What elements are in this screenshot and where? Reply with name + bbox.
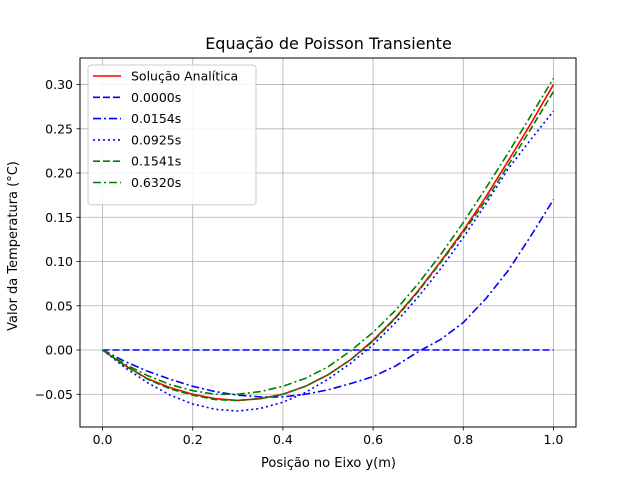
series-lines (102, 77, 555, 412)
x-tick-label: 0.4 (273, 432, 293, 447)
x-tick-label: 0.6 (363, 432, 383, 447)
y-tick-label: 0.20 (45, 166, 73, 181)
legend-label-5: 0.6320s (131, 175, 181, 190)
y-tick-label: 0.25 (45, 121, 73, 136)
series-line-2 (102, 199, 555, 398)
legend: Solução Analítica 0.0000s 0.0154s 0.0925s 0.… (87, 64, 257, 206)
x-tick-label: 0.8 (453, 432, 473, 447)
y-tick-label: 0.00 (45, 343, 73, 358)
x-tick-label: 1.0 (544, 432, 564, 447)
y-tick-label: 0.10 (45, 254, 73, 269)
y-tick-label: 0.05 (45, 298, 73, 313)
x-axis-label: Posição no Eixo y(m) (261, 456, 396, 471)
plot-frame (79, 57, 577, 428)
legend-label-0: Solução Analítica (131, 69, 238, 84)
y-tick-label: −0.05 (35, 387, 73, 402)
x-tick-label: 0.2 (183, 432, 203, 447)
y-axis-label: Valor da Temperatura (°C) (6, 161, 21, 331)
y-tick-label: 0.15 (45, 210, 73, 225)
legend-label-4: 0.1541s (131, 154, 181, 169)
series-line-5 (102, 77, 555, 396)
legend-label-3: 0.0925s (131, 132, 181, 147)
legend-label-1: 0.0000s (131, 90, 181, 105)
ticks: 0.0 0.2 0.4 0.6 0.8 1.0 −0.05 0.00 0.05 0.10 0.15 0… (35, 77, 564, 447)
legend-box (87, 64, 257, 206)
chart-title: Equação de Poisson Transiente (205, 34, 452, 53)
series-line-4 (102, 91, 555, 402)
y-tick-label: 0.30 (45, 77, 73, 92)
x-tick-label: 0.0 (93, 432, 113, 447)
legend-label-2: 0.0154s (131, 111, 181, 126)
